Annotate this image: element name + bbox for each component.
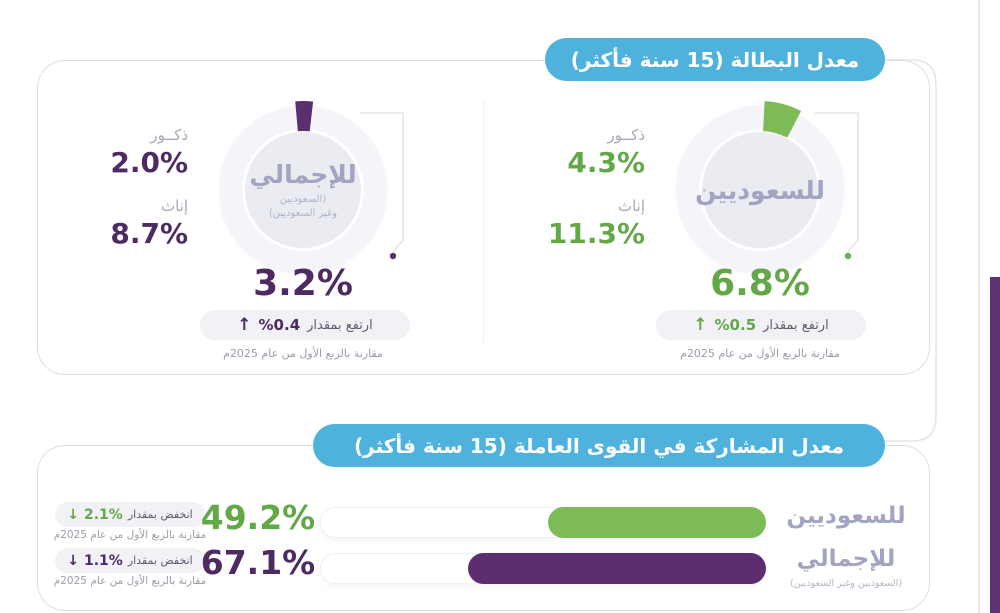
participation-rate-total: 67.1% xyxy=(200,543,316,582)
change-value: 2.1% xyxy=(84,506,123,523)
gender-stats-total: ذكــور 2.0% إناث 8.7% xyxy=(58,126,188,268)
change-badge-row-saudis: ↓ 2.1% انخفض بمقدار xyxy=(55,502,205,527)
participation-title: معدل المشاركة في القوى العاملة (15 سنة ف… xyxy=(313,424,885,467)
donut-chart-saudis xyxy=(675,101,845,275)
comparison-note-saudis: مقارنة بالربع الأول من عام 2025م xyxy=(680,347,840,360)
change-label: انخفض بمقدار xyxy=(127,554,193,567)
males-label: ذكــور xyxy=(607,126,645,144)
change-label: انخفض بمقدار xyxy=(127,508,193,521)
arrow-up-icon: ↑ xyxy=(693,314,708,335)
donut-chart-total xyxy=(218,101,388,275)
females-value: 11.3% xyxy=(547,217,645,250)
bar-track-total xyxy=(320,553,766,584)
change-value: %0.5 xyxy=(714,316,757,334)
unemployment-rate-total: 3.2% xyxy=(253,263,353,304)
bar-fill-total xyxy=(468,553,766,584)
unemployment-title: معدل البطالة (15 سنة فأكثر) xyxy=(545,38,885,81)
males-value: 4.3% xyxy=(567,146,645,179)
row-label-saudis: للسعوديين xyxy=(786,503,906,529)
change-value: %0.4 xyxy=(258,316,301,334)
participation-title-text: معدل المشاركة في القوى العاملة (15 سنة ف… xyxy=(354,433,844,458)
unemployment-rate-saudis: 6.8% xyxy=(710,263,810,304)
arrow-down-icon: ↓ xyxy=(67,506,79,523)
connector-bracket xyxy=(884,59,937,442)
females-label: إناث xyxy=(160,197,188,215)
gender-stats-saudis: ذكــور 4.3% إناث 11.3% xyxy=(515,126,645,268)
comparison-note-row-total: مقارنة بالربع الأول من عام 2025م xyxy=(53,575,207,587)
arrow-down-icon: ↓ xyxy=(67,552,79,569)
page-edge-line xyxy=(978,0,980,613)
page-edge-purple-stripe xyxy=(990,277,1000,613)
change-badge-row-total: ↓ 1.1% انخفض بمقدار xyxy=(55,548,205,573)
participation-rate-saudis: 49.2% xyxy=(200,498,316,537)
row-label-total: للإجمالي xyxy=(796,546,896,572)
comparison-note-total: مقارنة بالربع الأول من عام 2025م xyxy=(223,347,383,360)
females-value: 8.7% xyxy=(110,217,188,250)
change-label: ارتفع بمقدار xyxy=(763,317,829,333)
donut-segment-saudis xyxy=(762,101,802,138)
callout-line-saudis xyxy=(815,112,859,260)
males-value: 2.0% xyxy=(110,146,188,179)
callout-dot xyxy=(389,252,397,260)
change-badge-saudis: ↑ %0.5 ارتفع بمقدار xyxy=(656,310,866,340)
change-value: 1.1% xyxy=(84,552,123,569)
unemployment-title-text: معدل البطالة (15 سنة فأكثر) xyxy=(570,47,860,72)
card-divider xyxy=(483,100,484,343)
change-label: ارتفع بمقدار xyxy=(307,317,373,333)
row-sublabel-total: (السعوديين وغير السعوديين) xyxy=(789,578,903,589)
comparison-note-row-saudis: مقارنة بالربع الأول من عام 2025م xyxy=(53,529,207,541)
callout-line-total xyxy=(360,112,404,260)
males-label: ذكــور xyxy=(150,126,188,144)
bar-track-saudis xyxy=(320,507,766,538)
callout-dot xyxy=(844,252,852,260)
bar-fill-saudis xyxy=(547,507,766,538)
change-badge-total: ↑ %0.4 ارتفع بمقدار xyxy=(200,310,410,340)
females-label: إناث xyxy=(617,197,645,215)
arrow-up-icon: ↑ xyxy=(237,314,252,335)
